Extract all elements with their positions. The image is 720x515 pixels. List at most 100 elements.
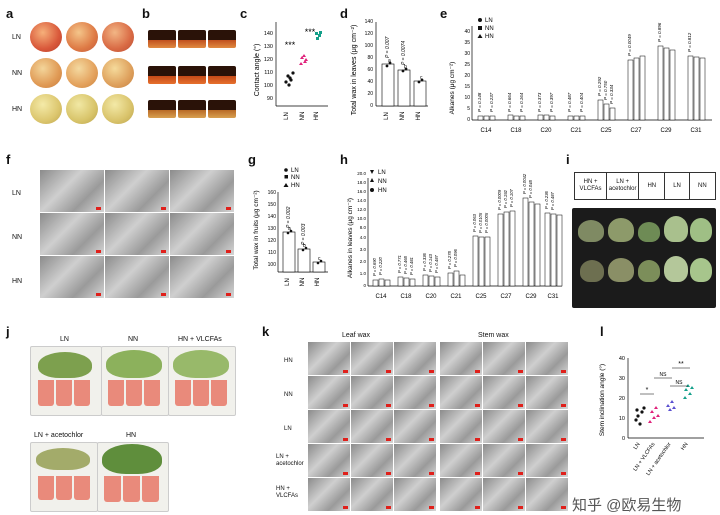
scale-bar <box>343 370 348 373</box>
svg-text:P = 0.771: P = 0.771 <box>397 255 402 273</box>
apple-ln-1 <box>30 22 62 52</box>
droplet-nn-3 <box>208 66 236 84</box>
svg-text:12.0: 12.0 <box>357 207 366 212</box>
svg-text:P = 0.002: P = 0.002 <box>286 206 292 228</box>
svg-text:90: 90 <box>267 96 273 102</box>
droplet-hn-1 <box>148 100 176 118</box>
svg-text:Alkanes in leaves (μg cm⁻²): Alkanes in leaves (μg cm⁻²) <box>347 198 354 278</box>
svg-text:30: 30 <box>464 51 470 57</box>
svg-text:C21: C21 <box>570 128 582 134</box>
scale-bar <box>386 506 391 509</box>
svg-text:c: c <box>420 75 423 81</box>
svg-text:C25: C25 <box>475 294 487 300</box>
svg-text:C27: C27 <box>500 294 512 300</box>
svg-text:P = 0.0105: P = 0.0105 <box>478 212 483 233</box>
scale-bar <box>343 472 348 475</box>
k-col-leaf: Leaf wax <box>342 332 371 339</box>
points-ln <box>284 71 295 87</box>
svg-text:P = 0.107: P = 0.107 <box>509 188 514 207</box>
sem-tile <box>394 376 436 409</box>
apple-nn-1 <box>30 58 62 88</box>
svg-text:10: 10 <box>619 416 625 422</box>
svg-text:60: 60 <box>367 67 373 73</box>
scale-bar <box>429 404 434 407</box>
svg-text:10.0: 10.0 <box>357 216 366 221</box>
chart-alkanes: Alkanes (μg cm⁻²) 0 5 10 15 20 25 30 35 … <box>449 18 712 134</box>
svg-text:P = 0.373: P = 0.373 <box>537 92 542 112</box>
j-label-ln-acetochlor: LN + acetochlor <box>34 432 84 439</box>
sem-tile <box>394 342 436 375</box>
svg-text:P = 0.048: P = 0.048 <box>528 179 533 198</box>
scale-bar <box>343 438 348 441</box>
svg-text:100: 100 <box>365 43 374 49</box>
droplet-nn-1 <box>148 66 176 84</box>
svg-text:120: 120 <box>264 57 273 63</box>
panel-l-label: l <box>600 324 604 339</box>
svg-text:LN: LN <box>378 170 386 176</box>
sem-tile <box>308 444 350 477</box>
ticks-c: 90 100 110 120 130 140 <box>264 31 273 102</box>
svg-text:P = 0.468: P = 0.468 <box>403 255 408 274</box>
svg-text:a: a <box>388 58 391 64</box>
panel-f-label: f <box>6 152 11 167</box>
panel-b-label: b <box>142 6 150 21</box>
sem-tile <box>308 376 350 409</box>
svg-text:NN: NN <box>300 112 306 121</box>
sem-tile <box>526 444 568 477</box>
svg-text:Alkanes (μg cm⁻²): Alkanes (μg cm⁻²) <box>449 62 456 115</box>
svg-text:C29: C29 <box>660 128 672 134</box>
k-col-stem: Stem wax <box>478 332 509 339</box>
scale-bar <box>343 404 348 407</box>
svg-text:c: c <box>318 256 321 262</box>
svg-text:100: 100 <box>268 262 277 268</box>
panel-g-label: g <box>248 152 256 167</box>
panel-a-row-hn: HN <box>12 106 23 113</box>
svg-text:P = 0.0049: P = 0.0049 <box>627 34 632 56</box>
svg-text:C27: C27 <box>630 128 642 134</box>
svg-text:10: 10 <box>464 95 470 101</box>
pvals-e: P = 0.148 P = 0.237 P = 0.664 P = 0.164 … <box>477 22 692 112</box>
sem-tile <box>394 444 436 477</box>
k-row-1: HN <box>284 358 293 364</box>
bar-hn <box>413 80 427 107</box>
svg-text:25: 25 <box>464 62 470 68</box>
svg-text:P = 0.220: P = 0.220 <box>378 256 383 275</box>
sem-tile <box>394 478 436 511</box>
svg-text:P = 0.278: P = 0.278 <box>447 250 452 269</box>
scale-bar <box>561 506 566 509</box>
svg-text:40: 40 <box>464 29 470 35</box>
svg-text:15: 15 <box>464 84 470 90</box>
svg-text:150: 150 <box>268 202 277 208</box>
svg-text:P = 0.334: P = 0.334 <box>609 84 614 104</box>
treatment-box-row: HN + VLCFAs LN + acetochlor HN LN NN <box>574 172 716 200</box>
panel-f-row-ln: LN <box>12 190 21 197</box>
svg-text:Stem inclination angle (°): Stem inclination angle (°) <box>598 364 606 436</box>
scale-bar <box>518 438 523 441</box>
svg-text:NN: NN <box>400 112 406 121</box>
scale-bar <box>518 370 523 373</box>
legend-e: LN NN HN <box>477 18 494 40</box>
bar-ln <box>381 63 395 107</box>
svg-text:HN: HN <box>291 183 300 189</box>
scale-bar <box>429 472 434 475</box>
svg-text:0: 0 <box>370 103 373 109</box>
bars-h <box>372 197 563 287</box>
droplet-nn-2 <box>178 66 206 84</box>
svg-text:C18: C18 <box>400 294 412 300</box>
sem-tile <box>308 410 350 443</box>
j-label-hn: HN <box>126 432 137 439</box>
svg-text:P = 0.397: P = 0.397 <box>549 92 554 112</box>
sig-c-1: *** <box>285 40 296 50</box>
panel-a-row-nn: NN <box>12 70 23 77</box>
svg-text:LN: LN <box>633 442 642 451</box>
scale-bar <box>561 472 566 475</box>
svg-text:C31: C31 <box>547 294 559 300</box>
sem-tile <box>351 376 393 409</box>
svg-text:14.0: 14.0 <box>357 198 366 203</box>
sem-tile <box>526 376 568 409</box>
scale-bar <box>343 506 348 509</box>
sem-tile <box>351 478 393 511</box>
droplet-hn-3 <box>208 100 236 118</box>
sem-tile <box>394 410 436 443</box>
svg-text:C21: C21 <box>450 294 462 300</box>
